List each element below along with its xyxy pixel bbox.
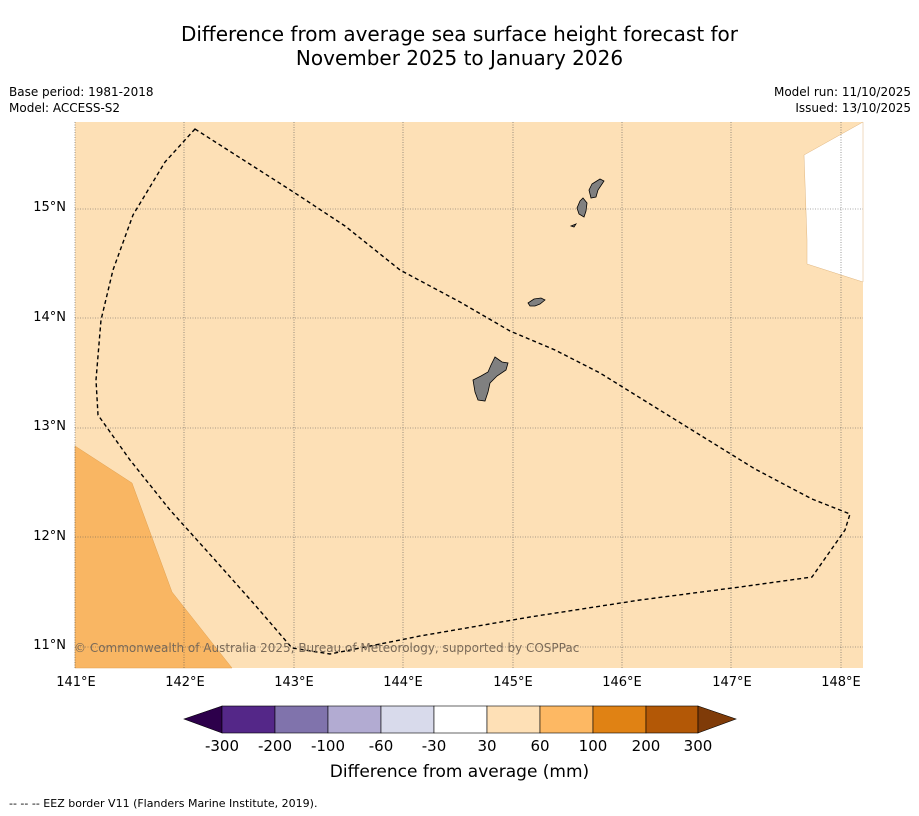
colorbar-segment-7 [539, 705, 594, 734]
colorbar-segment-9 [645, 705, 699, 734]
lon-label-146e: 146°E [602, 675, 642, 690]
lon-label-141e: 141°E [56, 675, 96, 690]
colorbar-tick: 300 [683, 737, 713, 755]
colorbar-tick: 200 [631, 737, 661, 755]
colorbar-tick: -100 [310, 737, 346, 755]
colorbar-extend-high [697, 705, 737, 734]
lat-label-14n: 14°N [33, 310, 66, 325]
issued-date: Issued: 13/10/2025 [795, 101, 911, 115]
model-name: Model: ACCESS-S2 [9, 101, 121, 115]
rota-island [527, 297, 546, 307]
colorbar-segment-8 [592, 705, 647, 734]
lat-label-13n: 13°N [33, 419, 66, 434]
title-line-1: Difference from average sea surface heig… [180, 22, 739, 46]
title-line-2: November 2025 to January 2026 [295, 46, 624, 70]
saipan-island [588, 178, 605, 199]
lon-label-142e: 142°E [165, 675, 205, 690]
colorbar-extend-low [183, 705, 223, 734]
colorbar-segment-2 [274, 705, 329, 734]
lat-label-11n: 11°N [33, 638, 66, 653]
meta-left: Base period: 1981-2018 Model: ACCESS-S2 [9, 84, 154, 116]
orange-anomaly-region [74, 445, 233, 669]
lon-label-147e: 147°E [712, 675, 752, 690]
colorbar [183, 705, 737, 734]
map-title: Difference from average sea surface heig… [0, 22, 919, 70]
lon-label-145e: 145°E [493, 675, 533, 690]
eez-footnote: -- -- -- EEZ border V11 (Flanders Marine… [9, 797, 318, 810]
colorbar-tick: 30 [477, 737, 497, 755]
colorbar-tick: -60 [368, 737, 394, 755]
model-run: Model run: 11/10/2025 [773, 85, 911, 99]
colorbar-segment-5 [433, 705, 488, 734]
lat-label-15n: 15°N [33, 200, 66, 215]
colorbar-tick: -200 [257, 737, 293, 755]
lat-label-12n: 12°N [33, 529, 66, 544]
colorbar-label: Difference from average (mm) [329, 762, 590, 782]
colorbar-segment-4 [380, 705, 435, 734]
meta-right: Model run: 11/10/2025 Issued: 13/10/2025 [774, 84, 911, 116]
colorbar-tick: 100 [578, 737, 608, 755]
lon-label-143e: 143°E [274, 675, 314, 690]
white-anomaly-region [803, 121, 864, 283]
colorbar-tick: -300 [204, 737, 240, 755]
map-background [75, 122, 863, 668]
colorbar-segment-3 [327, 705, 382, 734]
eez-border [95, 128, 851, 655]
colorbar-segment-1 [221, 705, 276, 734]
gridlines [75, 122, 863, 668]
lon-label-148e: 148°E [821, 675, 861, 690]
copyright-notice: © Commonwealth of Australia 2025, Bureau… [74, 641, 580, 655]
guam-island [472, 356, 509, 402]
aguijan-islet [569, 223, 578, 228]
lon-label-144e: 144°E [383, 675, 423, 690]
tinian-island [576, 197, 588, 218]
land-islands [472, 178, 605, 402]
colorbar-tick: -30 [421, 737, 447, 755]
base-period: Base period: 1981-2018 [9, 85, 154, 99]
colorbar-tick: 60 [530, 737, 550, 755]
colorbar-segment-6 [486, 705, 541, 734]
